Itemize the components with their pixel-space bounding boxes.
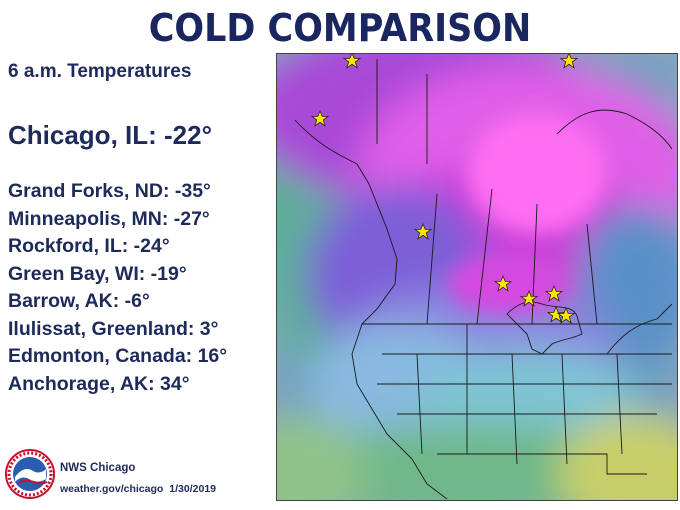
star-icon (413, 222, 433, 240)
star-icon (493, 274, 513, 292)
coldest-core (447, 114, 607, 314)
credit-organization: NWS Chicago (60, 462, 136, 474)
city-temperature-item: Grand Forks, ND: -35° (8, 180, 211, 202)
political-boundaries (294, 59, 673, 500)
city-temperature-item: Anchorage, AK: 34° (8, 372, 190, 395)
city-temperature-item: Green Bay, WI: -19° (8, 262, 187, 285)
temperature-map-svg (277, 54, 677, 500)
star-icon (556, 306, 576, 324)
city-temperature-item: Minneapolis, MN: -27° (8, 207, 210, 230)
page-title: COLD COMPARISON (148, 6, 532, 50)
credit-date: 1/30/2019 (169, 483, 217, 495)
star-icon (546, 305, 566, 323)
city-temperature-item: Rockford, IL: -24° (8, 235, 170, 257)
star-icon (342, 54, 362, 69)
credit-line: weather.gov/chicago 1/30/2019 (60, 483, 216, 495)
us-mexico-border (437, 453, 647, 475)
subtitle: 6 a.m. Temperatures (8, 61, 192, 82)
city-temperature-item: Barrow, AK: -6° (8, 290, 150, 312)
credit-website: weather.gov/chicago (60, 483, 164, 495)
city-markers (310, 54, 579, 324)
star-icon (519, 289, 539, 307)
city-temperature-item: Ilulissat, Greenland: 3° (8, 317, 219, 340)
star-icon (559, 54, 579, 69)
nws-logo (5, 449, 55, 499)
west-coastline (294, 119, 448, 500)
hudson-bay-coast (556, 109, 673, 150)
nws-logo-icon (5, 449, 55, 499)
featured-city-temperature: Chicago, IL: -22° (8, 120, 212, 150)
city-temperature-list: Grand Forks, ND: -35° Minneapolis, MN: -… (8, 178, 227, 398)
temperature-map (276, 53, 678, 501)
star-icon (310, 109, 330, 127)
city-temperature-item: Edmonton, Canada: 16° (8, 345, 228, 367)
star-icon (544, 284, 564, 302)
